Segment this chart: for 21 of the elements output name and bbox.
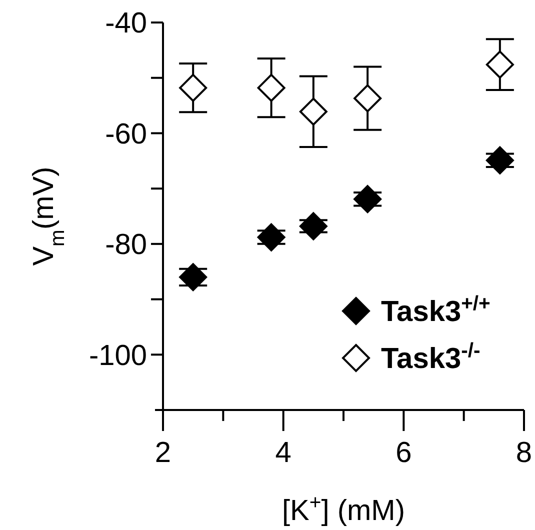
point [299, 212, 328, 240]
x-axis-title: [K$^{+}$] (mM) [282, 492, 406, 527]
point [299, 98, 328, 126]
point [257, 223, 286, 252]
point [354, 84, 382, 112]
legend-label: Task3$^{+/+}$ [381, 293, 491, 328]
point [179, 263, 208, 292]
x-tick-label: 8 [516, 437, 532, 469]
point [486, 50, 514, 79]
point [179, 74, 208, 102]
point [486, 146, 514, 174]
point [257, 74, 286, 102]
y-tick-label: -60 [105, 118, 147, 150]
y-tick-label: -100 [88, 340, 147, 372]
y-tick-label: -80 [105, 229, 147, 262]
y-tick-label: -40 [105, 8, 147, 40]
x-tick-label: 4 [275, 437, 292, 469]
point [354, 185, 382, 214]
x-tick-label: 2 [154, 437, 172, 469]
x-tick-label: 6 [396, 437, 412, 469]
legend-label: Task3$^{-/-}$ [381, 340, 480, 376]
